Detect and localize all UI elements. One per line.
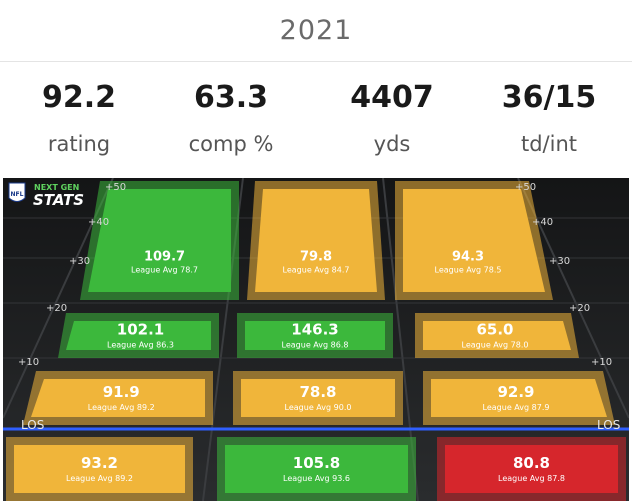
- zone-inner: [14, 445, 185, 493]
- zone-inner: [423, 321, 571, 350]
- stat-label: rating: [47, 132, 111, 156]
- zone-inner: [225, 445, 408, 493]
- zone-league-avg: League Avg 84.7: [283, 266, 350, 275]
- zone-inner: [241, 379, 395, 417]
- season-header: 2021: [0, 0, 632, 62]
- stat-label: comp %: [188, 132, 274, 156]
- stat-label: td/int: [520, 132, 578, 156]
- zone-cell-behind_los_left: 93.2 League Avg 89.2: [6, 437, 193, 501]
- zone-rating: 109.7: [144, 250, 185, 265]
- los-label-right: LOS: [597, 418, 620, 432]
- zone-rating: 94.3: [452, 250, 484, 265]
- zone-inner: [431, 379, 607, 417]
- zone-inner: [403, 189, 545, 292]
- marker-plus20-left: +20: [46, 303, 67, 314]
- zone-league-avg: League Avg 86.3: [107, 341, 174, 350]
- zone-cell-intermediate_left: 102.1 League Avg 86.3: [58, 313, 219, 358]
- season-year: 2021: [279, 15, 353, 46]
- stat-value: 63.3: [193, 80, 269, 115]
- zone-league-avg: League Avg 78.0: [462, 341, 529, 350]
- zone-rating: 93.2: [81, 454, 118, 472]
- zone-cell-short_left: 91.9 League Avg 89.2: [23, 371, 213, 425]
- marker-plus10-left: +10: [18, 357, 39, 368]
- zone-league-avg: League Avg 89.2: [88, 403, 155, 412]
- zone-inner: [31, 379, 205, 417]
- stat-td-int: 36/15 td/int: [470, 62, 628, 178]
- stat-yards: 4407 yds: [313, 62, 471, 178]
- stat-value: 92.2: [41, 80, 117, 115]
- zone-cell-intermediate_right: 65.0 League Avg 78.0: [415, 313, 579, 358]
- zone-league-avg: League Avg 86.8: [282, 341, 349, 350]
- zone-cell-behind_los_right: 80.8 League Avg 87.8: [437, 437, 626, 501]
- marker-plus40-left: +40: [88, 217, 109, 228]
- zone-rating: 92.9: [497, 383, 534, 401]
- marker-plus50-left: +50: [105, 182, 126, 193]
- yard-markers-left: +50 +40 +30 +20 +10: [18, 182, 126, 368]
- zone-inner: [245, 321, 385, 350]
- nfl-shield-icon: [8, 182, 26, 202]
- next-gen-stats-logo: NFL NEXT GEN STATS: [8, 182, 84, 209]
- zone-rating: 146.3: [291, 321, 338, 339]
- zone-inner: [88, 189, 231, 292]
- zone-rating: 80.8: [513, 454, 550, 472]
- zone-league-avg: League Avg 78.5: [435, 266, 502, 275]
- marker-plus30-right: +30: [549, 256, 570, 267]
- marker-plus20-right: +20: [569, 303, 590, 314]
- los-label-left: LOS: [21, 418, 44, 432]
- stat-value: 4407: [350, 80, 434, 115]
- stat-rating: 92.2 rating: [0, 62, 158, 178]
- zone-cell-behind_los_middle: 105.8 League Avg 93.6: [217, 437, 416, 501]
- zone-rating: 65.0: [476, 321, 513, 339]
- zone-cell-intermediate_middle: 146.3 League Avg 86.8: [237, 313, 393, 358]
- zone-cell-short_middle: 78.8 League Avg 90.0: [233, 371, 403, 425]
- zone-rating: 105.8: [293, 454, 340, 472]
- zone-rating: 79.8: [300, 250, 332, 265]
- marker-plus30-left: +30: [69, 256, 90, 267]
- logo-league-text: NFL: [11, 191, 24, 198]
- stat-comp-pct: 63.3 comp %: [152, 62, 310, 178]
- zone-league-avg: League Avg 87.9: [483, 403, 550, 412]
- marker-plus50-right: +50: [515, 182, 536, 193]
- zone-inner: [255, 189, 377, 292]
- yard-markers-right: +50 +40 +30 +20 +10: [515, 182, 612, 368]
- zone-league-avg: League Avg 90.0: [285, 403, 352, 412]
- zone-inner: [66, 321, 211, 350]
- marker-plus10-right: +10: [591, 357, 612, 368]
- zone-rating: 102.1: [117, 321, 164, 339]
- logo-line2: STATS: [33, 191, 84, 209]
- zone-league-avg: League Avg 93.6: [283, 474, 350, 483]
- zone-rating: 78.8: [299, 383, 336, 401]
- zone-league-avg: League Avg 89.2: [66, 474, 133, 483]
- logo-line1: NEXT GEN: [34, 183, 79, 192]
- zone-league-avg: League Avg 78.7: [131, 266, 198, 275]
- zone-inner: [445, 445, 618, 493]
- stat-value: 36/15: [501, 80, 597, 115]
- zone-league-avg: League Avg 87.8: [498, 474, 565, 483]
- stat-label: yds: [373, 132, 411, 156]
- stat-summary: 92.2 rating 63.3 comp % 4407 yds 36/15 t…: [0, 62, 632, 178]
- zone-cell-short_right: 92.9 League Avg 87.9: [423, 371, 615, 425]
- marker-plus40-right: +40: [532, 217, 553, 228]
- zone-rating: 91.9: [103, 383, 140, 401]
- pass-zone-chart: 109.7 League Avg 78.7 79.8 League Avg 84.7 9…: [3, 178, 629, 501]
